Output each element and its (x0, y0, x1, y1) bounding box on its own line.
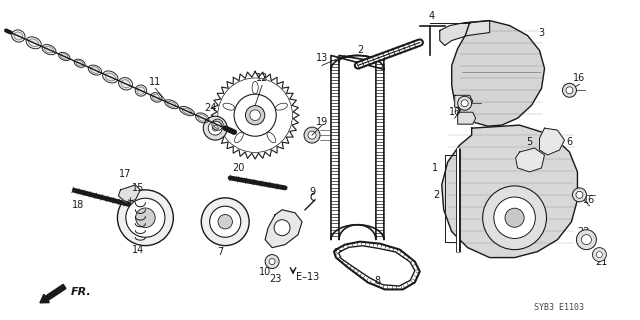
FancyArrow shape (40, 284, 66, 303)
Circle shape (208, 121, 222, 135)
Polygon shape (150, 93, 162, 102)
Text: 9: 9 (309, 187, 315, 197)
Polygon shape (540, 128, 564, 155)
Circle shape (204, 116, 227, 140)
Polygon shape (12, 30, 25, 42)
Polygon shape (164, 100, 179, 109)
Polygon shape (516, 148, 545, 172)
Ellipse shape (252, 82, 258, 94)
Polygon shape (265, 210, 302, 248)
Text: 14: 14 (132, 244, 145, 255)
Polygon shape (196, 113, 209, 123)
Text: FR.: FR. (70, 287, 92, 297)
Circle shape (505, 208, 524, 227)
Polygon shape (135, 85, 147, 96)
Text: 2: 2 (434, 190, 440, 200)
Text: 13: 13 (316, 53, 328, 63)
Text: 8: 8 (375, 276, 381, 286)
Polygon shape (452, 20, 545, 126)
Circle shape (201, 198, 249, 246)
Circle shape (269, 259, 275, 265)
Polygon shape (179, 106, 195, 116)
Polygon shape (440, 20, 490, 45)
Circle shape (126, 198, 165, 237)
Circle shape (494, 197, 535, 238)
Text: 2: 2 (356, 45, 363, 55)
Circle shape (577, 230, 596, 250)
Circle shape (572, 188, 586, 202)
Circle shape (210, 206, 241, 237)
Text: 11: 11 (149, 77, 161, 87)
Circle shape (218, 78, 292, 152)
Text: 7: 7 (217, 247, 223, 257)
Circle shape (308, 131, 316, 139)
Ellipse shape (276, 103, 287, 110)
Ellipse shape (267, 132, 276, 143)
Text: E–13: E–13 (296, 273, 319, 283)
Polygon shape (88, 65, 102, 75)
Circle shape (593, 248, 606, 261)
Text: SYB3 E1103: SYB3 E1103 (534, 303, 584, 312)
Text: 20: 20 (232, 163, 244, 173)
Polygon shape (212, 119, 223, 130)
Text: 19: 19 (316, 117, 328, 127)
Polygon shape (102, 71, 118, 83)
Text: 16: 16 (449, 107, 461, 117)
Ellipse shape (234, 132, 243, 143)
Circle shape (581, 235, 591, 244)
Text: 12: 12 (256, 73, 268, 83)
Circle shape (218, 215, 232, 229)
Polygon shape (118, 185, 140, 202)
Text: 17: 17 (119, 169, 132, 179)
Text: 15: 15 (132, 183, 145, 193)
Circle shape (483, 186, 547, 250)
Circle shape (212, 125, 218, 131)
Text: 1: 1 (432, 163, 438, 173)
Circle shape (250, 110, 260, 121)
Circle shape (118, 190, 173, 246)
Text: 16: 16 (583, 195, 596, 205)
Polygon shape (454, 95, 473, 107)
Text: 21: 21 (595, 257, 607, 267)
Polygon shape (458, 112, 476, 124)
Circle shape (274, 220, 290, 236)
Circle shape (246, 106, 265, 125)
Polygon shape (74, 59, 85, 68)
Text: 10: 10 (259, 267, 271, 276)
Circle shape (234, 94, 276, 136)
Text: 3: 3 (538, 28, 545, 37)
Circle shape (461, 100, 468, 107)
Circle shape (136, 208, 155, 228)
Polygon shape (26, 37, 41, 49)
Circle shape (563, 83, 577, 97)
Circle shape (566, 87, 573, 94)
Circle shape (304, 127, 320, 143)
Text: 18: 18 (72, 200, 84, 210)
Text: 23: 23 (269, 275, 282, 284)
Text: 6: 6 (566, 137, 573, 147)
Polygon shape (442, 125, 577, 258)
Text: 4: 4 (429, 11, 435, 20)
Polygon shape (42, 44, 56, 55)
Text: 24: 24 (204, 103, 216, 113)
Ellipse shape (223, 103, 235, 110)
Polygon shape (59, 52, 70, 60)
Circle shape (576, 191, 583, 198)
Text: 22: 22 (577, 227, 589, 237)
Circle shape (596, 252, 602, 258)
Text: 16: 16 (573, 73, 586, 83)
Polygon shape (118, 77, 132, 90)
Circle shape (265, 255, 279, 268)
Circle shape (458, 96, 472, 110)
Text: 5: 5 (527, 137, 532, 147)
